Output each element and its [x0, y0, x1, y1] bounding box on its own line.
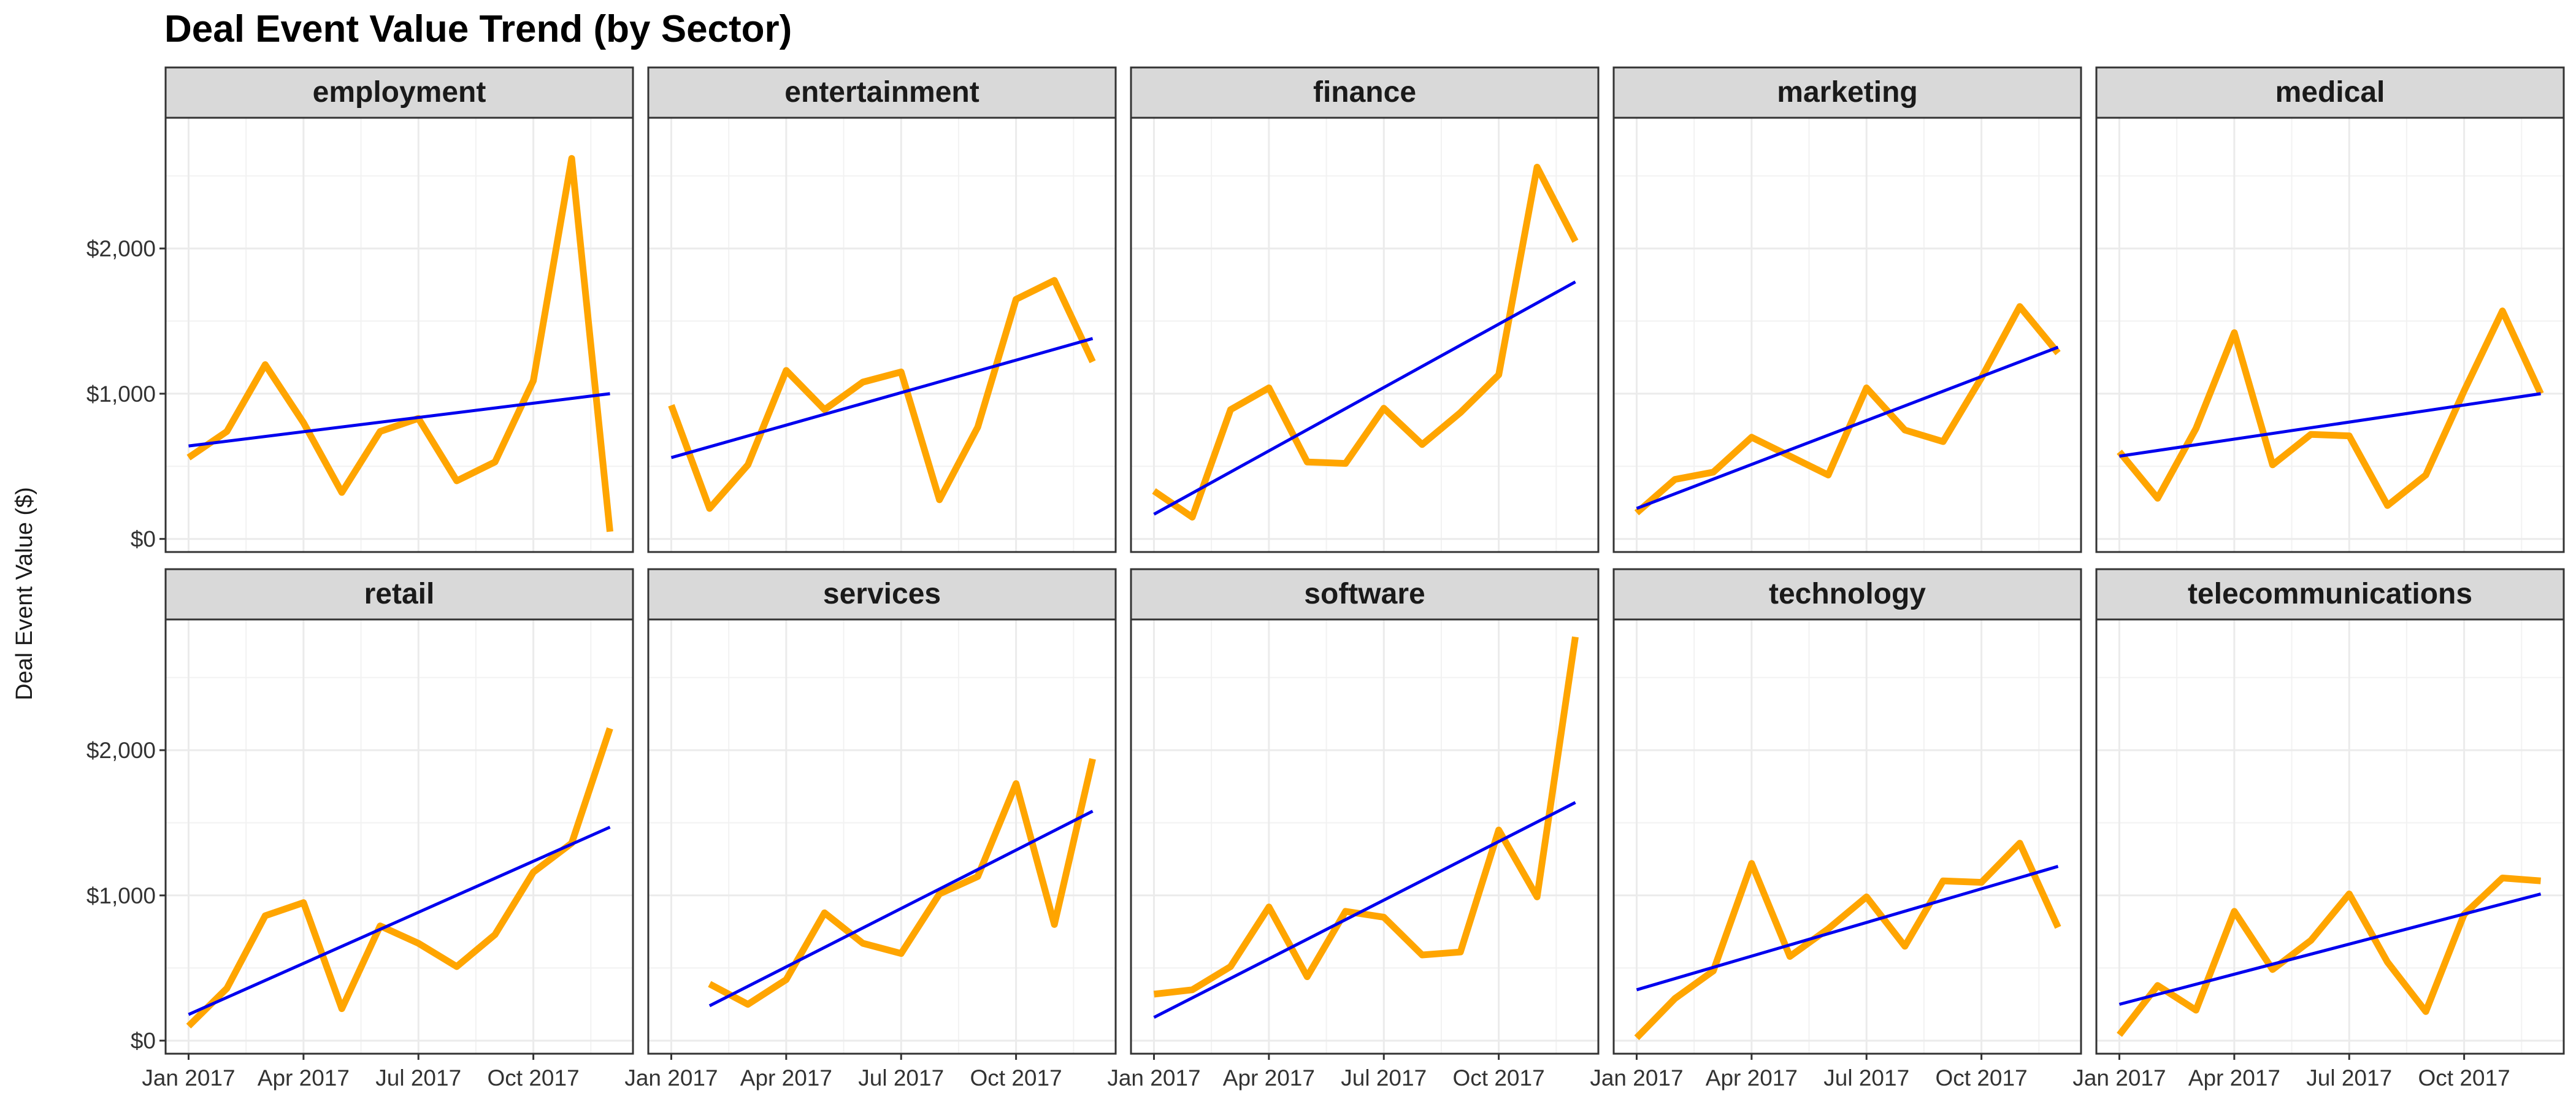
y-tick-label: $1,000 [86, 381, 156, 407]
facet-strip [164, 568, 634, 621]
facet-strip [1130, 568, 1600, 621]
trend-line [708, 810, 1094, 1008]
y-axis-label: Deal Event Value ($) [12, 487, 37, 700]
panel-border [1130, 117, 1600, 553]
facet-label: services [823, 578, 941, 610]
series-line [2117, 875, 2541, 1037]
x-tick-label: Oct 2017 [2418, 1065, 2510, 1091]
trend-line [1636, 345, 2059, 510]
trend-line [1153, 801, 1576, 1019]
x-tick-label: Jul 2017 [1341, 1065, 1427, 1091]
x-tick-label: Apr 2017 [258, 1065, 350, 1091]
panel-background [648, 118, 1116, 552]
x-tick-label: Jan 2017 [2072, 1065, 2166, 1091]
panel-background [1614, 619, 2081, 1054]
panel-background [2096, 619, 2564, 1054]
panel-border [164, 117, 634, 553]
trend-line [670, 337, 1094, 459]
series-line [1634, 840, 2061, 1040]
x-tick-label: Oct 2017 [970, 1065, 1062, 1091]
x-tick-label: Apr 2017 [1223, 1065, 1315, 1091]
panel-border [1130, 618, 1600, 1055]
facet-strip [2095, 568, 2565, 621]
trend-line [1636, 865, 2059, 992]
facet-label: marketing [1777, 76, 1917, 109]
x-tick-label: Jan 2017 [142, 1065, 235, 1091]
series-line [1152, 164, 1579, 521]
facet-label: finance [1313, 76, 1416, 109]
panel-border [1612, 117, 2082, 553]
y-tick-label: $1,000 [86, 883, 156, 908]
panel-background [1614, 118, 2081, 552]
x-tick-label: Jan 2017 [1590, 1065, 1683, 1091]
series-line [1634, 303, 2061, 516]
x-tick-label: Jul 2017 [1823, 1065, 1909, 1091]
trend-line [2119, 392, 2541, 458]
y-tick-label: $2,000 [86, 738, 156, 763]
trend-line [2118, 892, 2542, 1006]
facet-strip [1612, 66, 2082, 119]
facet-label: software [1304, 578, 1425, 610]
x-tick-label: Apr 2017 [2188, 1065, 2280, 1091]
x-tick-label: Apr 2017 [1706, 1065, 1798, 1091]
x-tick-label: Oct 2017 [1453, 1065, 1545, 1091]
series-line [1153, 636, 1579, 998]
x-tick-label: Jul 2017 [375, 1065, 461, 1091]
panel-background [166, 118, 633, 552]
x-tick-label: Jan 2017 [624, 1065, 718, 1091]
facet-label: entertainment [784, 76, 979, 109]
y-tick-label: $0 [131, 527, 156, 552]
x-tick-label: Apr 2017 [740, 1065, 832, 1091]
facet-label: retail [364, 578, 435, 610]
x-tick-label: Oct 2017 [1936, 1065, 2028, 1091]
facet-label: medical [2275, 76, 2385, 109]
facet-label: technology [1769, 578, 1926, 610]
series-line [668, 277, 1096, 512]
trend-line [1153, 280, 1576, 516]
panel-border [647, 618, 1117, 1055]
panel-border [2095, 117, 2565, 553]
facet-strip [164, 66, 634, 119]
facet-strip [647, 568, 1117, 621]
panel-background [648, 619, 1116, 1054]
panel-border [1612, 618, 2082, 1055]
series-line [2117, 307, 2544, 509]
panel-border [164, 618, 634, 1055]
facet-label: employment [313, 76, 486, 109]
x-tick-label: Oct 2017 [488, 1065, 580, 1091]
facet-strip [2095, 66, 2565, 119]
y-tick-label: $0 [131, 1029, 156, 1054]
facet-panels: employment $0 $1,000 $2,000 entertainment fin… [86, 66, 2565, 1091]
y-tick-label: $2,000 [86, 236, 156, 261]
panel-border [647, 117, 1117, 553]
panel-border [2095, 618, 2565, 1055]
chart-title: Deal Event Value Trend (by Sector) [164, 8, 792, 50]
series-line [186, 155, 613, 532]
facet-label: telecommunications [2188, 578, 2472, 610]
series-line [186, 727, 613, 1029]
x-tick-label: Jul 2017 [2306, 1065, 2392, 1091]
x-tick-label: Jul 2017 [858, 1065, 944, 1091]
panel-background [166, 619, 633, 1054]
panel-background [2096, 118, 2564, 552]
series-line [708, 758, 1096, 1008]
panel-background [1131, 619, 1598, 1054]
trend-line [188, 826, 611, 1016]
trend-line [188, 392, 610, 448]
x-tick-label: Jan 2017 [1107, 1065, 1200, 1091]
